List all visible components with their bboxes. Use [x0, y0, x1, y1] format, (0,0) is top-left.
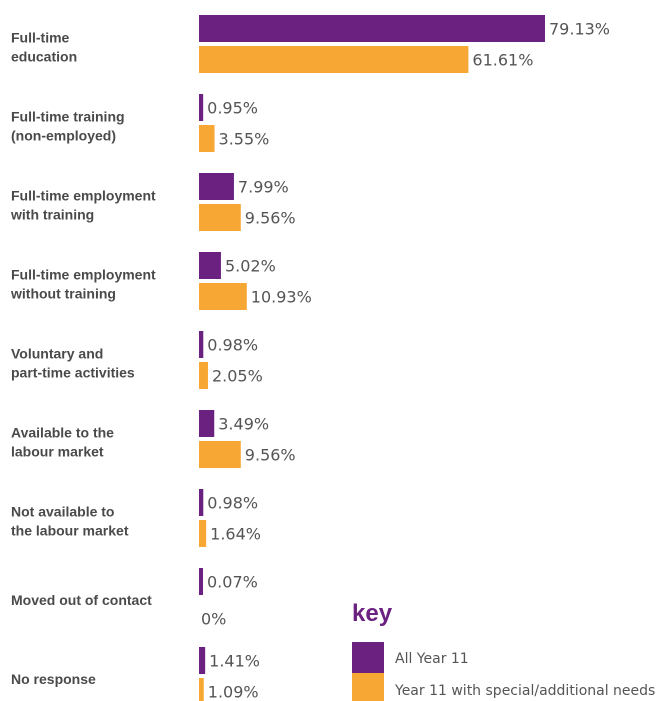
category-label-full-time-training-non-employed: Full-time training (non-employed): [11, 109, 125, 144]
category-label-line: Full-time: [11, 30, 70, 46]
value-label-full-time-employment-with-training-series-0: 7.99%: [238, 178, 289, 197]
bar-voluntary-and-part-time-activities-series-0: [199, 331, 204, 358]
value-label-not-available-to-the-labour-market-series-1: 1.64%: [210, 525, 261, 544]
value-label-available-to-the-labour-market-series-1: 9.56%: [245, 446, 296, 465]
bar-available-to-the-labour-market-series-0: [199, 410, 215, 437]
legend-swatch-special-needs: [352, 673, 384, 701]
category-labels: Full-time education Full-time training (non…: [10, 30, 156, 688]
value-label-full-time-employment-without-training-series-0: 5.02%: [225, 257, 276, 276]
value-label-full-time-employment-with-training-series-1: 9.56%: [245, 209, 296, 228]
bar-full-time-employment-without-training-series-0: [199, 252, 221, 279]
value-label-no-response-series-0: 1.41%: [209, 652, 260, 671]
category-label-line: (non-employed): [11, 128, 116, 144]
category-label-no-response: No response: [11, 671, 96, 687]
category-label-line: part-time activities: [11, 365, 135, 381]
value-label-available-to-the-labour-market-series-0: 3.49%: [218, 415, 269, 434]
category-label-not-available-to-the-labour-market: Not available to the labour market: [11, 504, 129, 539]
category-label-moved-out-of-contact: Moved out of contact: [11, 592, 152, 608]
value-label-voluntary-and-part-time-activities-series-0: 0.98%: [207, 336, 258, 355]
category-label-full-time-education: Full-time education: [11, 30, 77, 65]
category-label-line: Full-time employment: [11, 188, 156, 204]
category-label-line: No response: [11, 671, 96, 687]
category-label-line: Full-time training: [11, 109, 125, 125]
legend-label-all-year-11: All Year 11: [395, 651, 469, 667]
bar-voluntary-and-part-time-activities-series-1: [199, 362, 208, 389]
bar-available-to-the-labour-market-series-1: [199, 441, 241, 468]
category-label-voluntary-and-part-time-activities: Voluntary and part-time activities: [11, 346, 135, 381]
bar-moved-out-of-contact-series-0: [199, 568, 203, 595]
category-label-line: Voluntary and: [11, 346, 103, 362]
bars-layer: 79.13% 61.61% 0.95% 3.55% 7.99% 9.56% 5.02% 10.…: [199, 15, 610, 701]
bar-full-time-education-series-0: [199, 15, 545, 42]
bar-full-time-education-series-1: [199, 46, 469, 73]
category-label-line: labour market: [11, 444, 104, 460]
category-label-line: the labour market: [11, 523, 129, 539]
bar-full-time-training-non-employed-series-0: [199, 94, 204, 121]
value-label-full-time-training-non-employed-series-1: 3.55%: [219, 130, 270, 149]
value-label-full-time-training-non-employed-series-0: 0.95%: [207, 99, 258, 118]
value-label-not-available-to-the-labour-market-series-0: 0.98%: [207, 494, 258, 513]
legend-title: key: [352, 600, 393, 627]
value-label-full-time-employment-without-training-series-1: 10.93%: [251, 288, 312, 307]
category-label-line: Not available to: [11, 504, 114, 520]
legend-swatch-all-year-11: [352, 642, 384, 674]
category-label-line: education: [11, 49, 77, 65]
bar-full-time-employment-with-training-series-0: [199, 173, 234, 200]
legend: key All Year 11 Year 11 with special/add…: [352, 600, 655, 701]
bar-full-time-training-non-employed-series-1: [199, 125, 215, 152]
value-label-full-time-education-series-1: 61.61%: [472, 51, 533, 70]
bar-not-available-to-the-labour-market-series-0: [199, 489, 204, 516]
category-label-line: Moved out of contact: [11, 592, 152, 608]
bar-no-response-series-1: [199, 678, 204, 701]
value-label-voluntary-and-part-time-activities-series-1: 2.05%: [212, 367, 263, 386]
category-label-full-time-employment-with-training: Full-time employment with training: [10, 188, 156, 223]
bar-not-available-to-the-labour-market-series-1: [199, 520, 207, 547]
value-label-no-response-series-1: 1.09%: [208, 683, 259, 701]
bar-full-time-employment-without-training-series-1: [199, 283, 247, 310]
value-label-moved-out-of-contact-series-1: 0%: [201, 610, 226, 629]
bar-full-time-employment-with-training-series-1: [199, 204, 241, 231]
category-label-available-to-the-labour-market: Available to the labour market: [11, 425, 114, 460]
category-label-full-time-employment-without-training: Full-time employment without training: [10, 267, 156, 302]
legend-label-special-needs: Year 11 with special/additional needs: [394, 683, 655, 699]
value-label-full-time-education-series-0: 79.13%: [549, 20, 610, 39]
category-label-line: without training: [10, 286, 116, 302]
category-label-line: with training: [10, 207, 94, 223]
category-label-line: Full-time employment: [11, 267, 156, 283]
value-label-moved-out-of-contact-series-0: 0.07%: [207, 573, 258, 592]
bar-no-response-series-0: [199, 647, 206, 674]
category-label-line: Available to the: [11, 425, 114, 441]
